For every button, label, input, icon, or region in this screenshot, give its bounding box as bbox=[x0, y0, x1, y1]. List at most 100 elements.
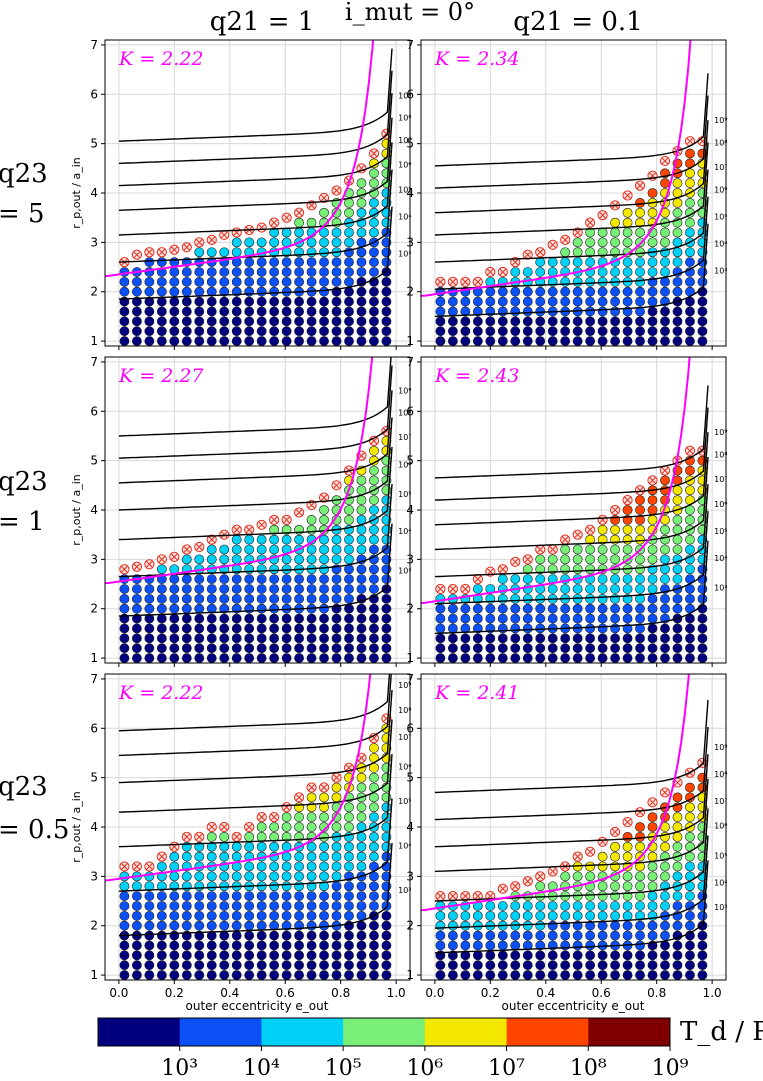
data-point bbox=[672, 891, 683, 901]
x-tick-label: 1.0 bbox=[703, 986, 722, 1000]
data-point bbox=[319, 920, 329, 931]
data-point bbox=[281, 524, 292, 535]
data-point bbox=[144, 653, 155, 663]
contour-lines bbox=[434, 699, 709, 954]
data-point bbox=[269, 534, 280, 545]
data-point bbox=[697, 554, 708, 565]
x-tick-label: 0.8 bbox=[647, 986, 666, 1000]
data-point bbox=[447, 633, 458, 644]
data-point bbox=[319, 613, 329, 624]
data-point bbox=[635, 633, 645, 644]
data-point bbox=[572, 920, 583, 931]
contour-label: 10⁷ bbox=[398, 433, 411, 442]
data-point bbox=[156, 910, 167, 921]
critical-curve bbox=[105, 40, 375, 277]
data-point bbox=[231, 554, 242, 565]
y-tick-label: 3 bbox=[406, 235, 414, 249]
x-tick-label: 0.4 bbox=[536, 986, 555, 1000]
data-point bbox=[597, 247, 608, 258]
data-point bbox=[294, 970, 304, 980]
data-point bbox=[672, 940, 683, 951]
data-point bbox=[622, 613, 633, 624]
data-point bbox=[319, 871, 329, 882]
data-point bbox=[356, 653, 367, 663]
unstable-marker bbox=[331, 185, 342, 196]
data-point bbox=[535, 574, 546, 584]
data-point bbox=[672, 812, 683, 823]
data-point bbox=[194, 633, 205, 644]
data-point bbox=[306, 871, 317, 882]
data-point bbox=[181, 643, 192, 654]
colorbar-tick-label: 10⁷ bbox=[488, 1056, 525, 1081]
data-point bbox=[256, 920, 267, 931]
unstable-marker bbox=[547, 239, 558, 250]
data-point bbox=[294, 613, 304, 624]
data-point bbox=[610, 524, 620, 535]
data-point bbox=[331, 891, 342, 901]
data-point bbox=[194, 623, 205, 634]
data-point bbox=[131, 653, 142, 663]
data-point bbox=[597, 633, 608, 644]
data-point bbox=[131, 336, 142, 346]
unstable-marker bbox=[547, 866, 558, 877]
data-point bbox=[435, 920, 446, 931]
data-point bbox=[547, 930, 558, 941]
data-point bbox=[306, 296, 317, 307]
contour-label: 10⁸ bbox=[398, 409, 411, 418]
data-point bbox=[356, 574, 367, 584]
data-point bbox=[660, 930, 670, 941]
data-point bbox=[281, 910, 292, 921]
data-point bbox=[647, 554, 658, 565]
data-point bbox=[194, 910, 205, 921]
data-point bbox=[685, 643, 695, 654]
data-point bbox=[560, 653, 571, 663]
data-point bbox=[547, 950, 558, 961]
data-point bbox=[119, 286, 130, 297]
data-point bbox=[294, 940, 304, 951]
data-point bbox=[460, 623, 471, 634]
data-point bbox=[572, 544, 583, 555]
data-point bbox=[156, 584, 167, 594]
contour-label: 10⁵ bbox=[714, 212, 727, 221]
data-point bbox=[369, 505, 379, 515]
contour-label: 10³ bbox=[398, 886, 411, 895]
contour-line bbox=[434, 120, 709, 214]
data-point bbox=[685, 485, 695, 496]
data-point bbox=[560, 613, 571, 624]
data-point bbox=[219, 584, 230, 594]
unstable-marker bbox=[144, 247, 155, 258]
data-point bbox=[269, 822, 280, 832]
contour-label: 10⁹ bbox=[714, 428, 727, 437]
data-point bbox=[306, 920, 317, 931]
data-point bbox=[256, 574, 267, 584]
data-point bbox=[622, 574, 633, 584]
data-point bbox=[381, 257, 392, 267]
data-point bbox=[447, 970, 458, 980]
data-point bbox=[381, 743, 392, 753]
data-point bbox=[244, 276, 255, 287]
data-point bbox=[244, 613, 255, 624]
scatter-points bbox=[119, 425, 392, 663]
data-point bbox=[697, 930, 708, 941]
data-point bbox=[344, 901, 354, 911]
data-point bbox=[169, 643, 180, 654]
data-point bbox=[356, 633, 367, 644]
data-point bbox=[269, 623, 280, 634]
data-point bbox=[447, 613, 458, 624]
unstable-marker bbox=[219, 821, 230, 833]
data-point bbox=[572, 970, 583, 980]
data-point bbox=[231, 891, 242, 901]
contour-label: 10⁵ bbox=[398, 185, 411, 194]
data-point bbox=[319, 841, 329, 852]
data-point bbox=[381, 891, 392, 901]
data-point bbox=[369, 326, 379, 337]
data-point bbox=[294, 871, 304, 882]
data-point bbox=[381, 564, 392, 575]
data-point bbox=[547, 643, 558, 654]
data-point bbox=[319, 217, 329, 228]
unstable-marker bbox=[622, 816, 633, 828]
unstable-marker bbox=[368, 148, 380, 159]
y-tick-label: 4 bbox=[90, 503, 98, 517]
data-point bbox=[647, 296, 658, 307]
data-point bbox=[144, 910, 155, 921]
